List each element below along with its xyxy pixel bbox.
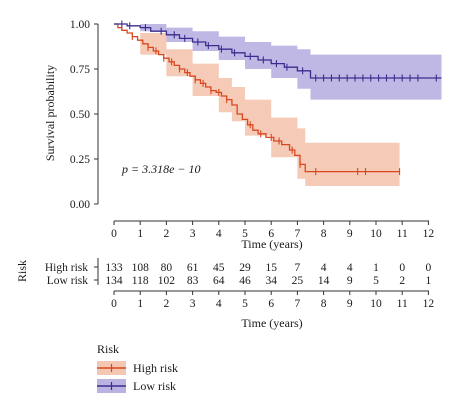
y-ticks: 0.00 0.25 0.50 0.75 1.00 <box>70 19 98 211</box>
low-risk-count-cell: 5 <box>373 275 379 287</box>
censor-marks <box>121 20 437 176</box>
p-value-annotation: p = 3.318e − 10 <box>121 162 201 176</box>
high-risk-count-cell: 133 <box>105 262 123 274</box>
high-risk-count-cell: 45 <box>213 262 225 274</box>
y-tick-label: 0.50 <box>70 109 90 121</box>
low-risk-confidence-band <box>114 24 442 100</box>
high-risk-count-cell: 4 <box>347 262 353 274</box>
x-tick-label: 1 <box>137 228 143 240</box>
high-risk-count-cell: 0 <box>399 262 405 274</box>
low-risk-row-label: Low risk <box>47 275 88 287</box>
legend-title: Risk <box>97 342 119 356</box>
high-risk-count-cell: 7 <box>295 262 301 274</box>
low-risk-count-cell: 83 <box>187 275 199 287</box>
legend-label: Low risk <box>133 379 176 393</box>
high-risk-count-cell: 15 <box>265 262 277 274</box>
x-tick-label: 1 <box>137 298 143 310</box>
high-risk-count-cell: 29 <box>239 262 251 274</box>
x-tick-label: 4 <box>216 298 222 310</box>
low-risk-count-cell: 2 <box>399 275 405 287</box>
x-tick-label: 2 <box>164 228 170 240</box>
legend: Risk High risk Low risk <box>97 342 178 393</box>
survival-curves <box>114 23 442 173</box>
low-risk-count-cell: 14 <box>318 275 330 287</box>
x-tick-label: 6 <box>268 298 274 310</box>
x-tick-label: 11 <box>397 228 408 240</box>
x-ticks: 0 1 2 3 4 5 6 7 8 9 10 11 12 <box>111 221 434 240</box>
x-tick-label: 12 <box>423 228 435 240</box>
high-risk-count-cell: 108 <box>132 262 150 274</box>
x-tick-label: 7 <box>295 298 301 310</box>
x-tick-label: 11 <box>397 298 408 310</box>
y-axis-label: Survival probability <box>43 65 57 161</box>
x-tick-label: 12 <box>423 298 435 310</box>
risk-table-x-label: Time (years) <box>241 316 302 330</box>
y-tick-label: 0.75 <box>70 64 90 76</box>
low-risk-count-cell: 25 <box>292 275 304 287</box>
x-tick-label: 7 <box>295 228 301 240</box>
risk-table-title: Risk <box>15 260 29 282</box>
x-tick-label: 9 <box>347 298 353 310</box>
y-tick-label: 1.00 <box>70 19 90 31</box>
x-tick-label: 3 <box>190 228 196 240</box>
high-risk-count-cell: 1 <box>373 262 379 274</box>
high-risk-count-cell: 80 <box>161 262 173 274</box>
x-tick-label: 4 <box>216 228 222 240</box>
x-tick-label: 0 <box>111 228 117 240</box>
x-tick-label: 5 <box>242 228 248 240</box>
high-risk-count-cell: 0 <box>426 262 432 274</box>
x-tick-label: 10 <box>370 228 382 240</box>
low-risk-count-cell: 102 <box>158 275 176 287</box>
x-tick-label: 8 <box>321 298 327 310</box>
y-tick-label: 0.25 <box>70 154 90 166</box>
legend-item-low-risk: Low risk <box>97 379 176 393</box>
x-tick-label: 0 <box>111 298 117 310</box>
low-risk-count-cell: 34 <box>265 275 277 287</box>
x-tick-label: 8 <box>321 228 327 240</box>
survival-plot: Survival probability 0.00 0.25 0.50 0.75 1.0… <box>43 19 442 251</box>
x-tick-label: 9 <box>347 228 353 240</box>
x-tick-label: 10 <box>370 298 382 310</box>
high-risk-count-cell: 4 <box>321 262 327 274</box>
low-risk-count-cell: 1 <box>426 275 432 287</box>
legend-item-high-risk: High risk <box>97 361 178 375</box>
risk-table: Risk High risk 133 108 80 61 45 29 15 7 4 4 1 0 0Low … <box>15 258 434 330</box>
legend-label: High risk <box>133 361 178 375</box>
low-risk-count-cell: 64 <box>213 275 225 287</box>
x-tick-label: 2 <box>164 298 170 310</box>
high-risk-survival-curve <box>114 23 400 173</box>
low-risk-count-cell: 118 <box>132 275 149 287</box>
low-risk-count-cell: 9 <box>347 275 353 287</box>
low-risk-survival-curve <box>114 23 442 79</box>
x-tick-label: 6 <box>268 228 274 240</box>
x-tick-label: 3 <box>190 298 196 310</box>
low-risk-count-cell: 46 <box>239 275 251 287</box>
risk-table-x-ticks: 0 1 2 3 4 5 6 7 8 9 10 11 12 <box>111 291 434 310</box>
x-tick-label: 5 <box>242 298 248 310</box>
low-risk-count-cell: 134 <box>105 275 123 287</box>
y-tick-label: 0.00 <box>70 199 90 211</box>
confidence-bands <box>114 24 442 186</box>
high-risk-count-cell: 61 <box>187 262 199 274</box>
high-risk-confidence-band <box>114 24 400 186</box>
high-risk-row-label: High risk <box>45 262 88 274</box>
x-axis-label: Time (years) <box>241 237 302 251</box>
